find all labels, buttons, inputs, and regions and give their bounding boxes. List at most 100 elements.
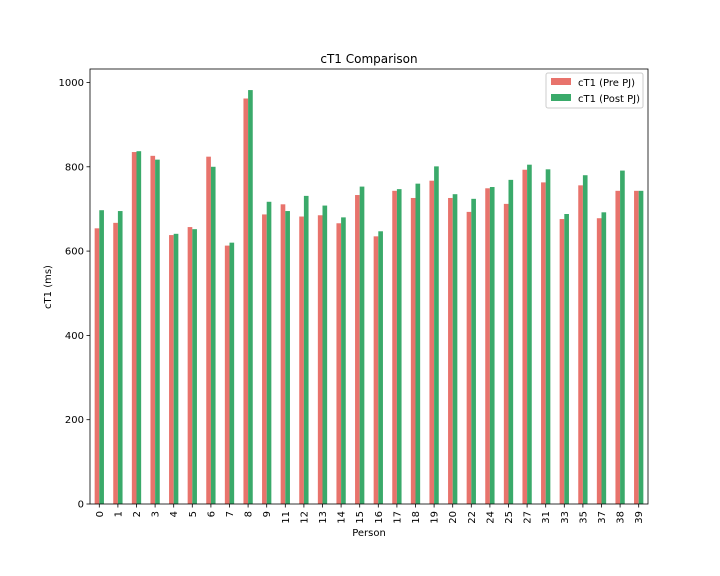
x-tick-label: 5 <box>188 511 199 517</box>
x-tick-label: 19 <box>430 511 441 524</box>
bar-pre-2 <box>131 152 137 505</box>
x-tick-label: 31 <box>541 511 552 524</box>
bar-pre-35 <box>578 185 583 504</box>
legend: cT1 (Pre PJ) cT1 (Post PJ) <box>545 72 644 109</box>
x-tick-label: 25 <box>504 511 515 524</box>
bar-pre-9 <box>262 214 267 505</box>
x-tick-label: 39 <box>634 511 645 524</box>
x-tick-label: 13 <box>318 511 329 524</box>
bar-post-9 <box>266 201 272 504</box>
bar-post-22 <box>471 198 476 504</box>
bar-post-38 <box>620 170 625 504</box>
y-tick-label: 400 <box>65 331 84 342</box>
x-tick-label: 3 <box>151 511 162 517</box>
bar-pre-18 <box>410 197 416 505</box>
bar-pre-37 <box>596 218 602 504</box>
bar-pre-6 <box>206 156 211 505</box>
bars-group <box>94 90 644 505</box>
bar-post-20 <box>452 194 458 504</box>
bar-pre-38 <box>615 190 621 504</box>
bar-post-4 <box>173 233 179 504</box>
plot-frame <box>89 68 649 505</box>
x-tick-label: 37 <box>597 511 608 524</box>
bar-pre-16 <box>373 236 379 504</box>
bar-post-15 <box>359 186 365 504</box>
bar-post-25 <box>508 179 514 505</box>
bar-post-19 <box>434 166 439 504</box>
bar-post-31 <box>545 169 551 504</box>
y-tick-label: 600 <box>65 247 84 258</box>
x-tick-label: 9 <box>262 511 273 517</box>
bar-post-16 <box>378 231 383 504</box>
bar-post-27 <box>527 164 532 504</box>
x-tick-label: 17 <box>392 511 403 524</box>
bar-post-37 <box>601 212 607 504</box>
x-tick-label: 22 <box>467 511 478 524</box>
chart-title: cT1 Comparison <box>320 52 417 66</box>
y-tick-label: 0 <box>78 500 84 511</box>
y-tick-label: 200 <box>65 415 84 426</box>
x-tick-label: 20 <box>448 511 459 524</box>
bar-pre-27 <box>522 169 528 505</box>
bar-post-7 <box>229 242 235 504</box>
legend-label-post: cT1 (Post PJ) <box>578 94 640 105</box>
y-axis-title: cT1 (ms) <box>43 265 54 309</box>
x-tick-label: 15 <box>355 511 366 524</box>
bar-pre-0 <box>94 228 100 504</box>
bar-post-39 <box>638 190 644 504</box>
bar-pre-33 <box>559 219 565 504</box>
x-tick-label: 14 <box>337 511 348 524</box>
y-tick-label: 800 <box>65 162 84 173</box>
bar-post-0 <box>99 210 104 504</box>
bar-pre-7 <box>224 245 230 505</box>
x-tick-label: 1 <box>113 511 124 517</box>
bar-post-2 <box>136 151 142 504</box>
x-tick-label: 12 <box>299 511 310 524</box>
bar-pre-14 <box>336 223 342 504</box>
x-tick-label: 11 <box>281 511 292 524</box>
bar-pre-12 <box>299 216 304 504</box>
bar-pre-3 <box>150 155 156 504</box>
bar-pre-8 <box>243 98 249 504</box>
x-tick-label: 6 <box>206 511 217 517</box>
x-tick-label: 0 <box>95 511 106 517</box>
bar-pre-24 <box>485 188 490 505</box>
x-tick-label: 35 <box>578 511 589 524</box>
x-tick-label: 7 <box>225 511 236 517</box>
x-tick-label: 24 <box>485 511 496 524</box>
x-axis-title: Person <box>352 528 386 539</box>
legend-swatch-post <box>551 94 571 101</box>
x-axis: 0 1 2 3 4 5 6 7 8 9 11 12 13 14 15 16 17 18 19 20 22 24 25 27 31… <box>95 504 645 524</box>
bar-post-33 <box>564 214 569 504</box>
bar-pre-17 <box>392 190 397 504</box>
bar-pre-22 <box>466 211 472 504</box>
legend-swatch-pre <box>551 78 571 85</box>
bar-pre-1 <box>113 222 118 504</box>
x-tick-label: 18 <box>411 511 422 524</box>
bar-post-35 <box>582 175 588 504</box>
bar-post-6 <box>210 166 216 505</box>
x-tick-label: 38 <box>616 511 627 524</box>
bar-pre-20 <box>448 197 453 505</box>
x-tick-label: 16 <box>374 511 385 524</box>
bar-post-14 <box>341 217 346 504</box>
bar-pre-31 <box>541 182 546 504</box>
bar-pre-11 <box>280 204 286 504</box>
bar-pre-19 <box>429 180 435 504</box>
bar-post-3 <box>155 159 160 505</box>
bar-post-24 <box>489 187 495 504</box>
legend-label-pre: cT1 (Pre PJ) <box>578 78 635 89</box>
y-tick-label: 1000 <box>59 78 84 89</box>
y-axis: 0 200 400 600 800 1000 <box>59 78 90 511</box>
bar-post-8 <box>248 90 253 504</box>
bar-pre-15 <box>355 195 360 504</box>
x-tick-label: 27 <box>523 511 534 524</box>
bar-post-13 <box>322 205 328 504</box>
bar-post-12 <box>303 195 309 505</box>
bar-pre-13 <box>317 215 323 504</box>
bar-post-5 <box>192 229 197 505</box>
bar-post-17 <box>396 189 402 504</box>
bar-pre-5 <box>187 227 193 504</box>
bar-post-1 <box>117 211 123 505</box>
